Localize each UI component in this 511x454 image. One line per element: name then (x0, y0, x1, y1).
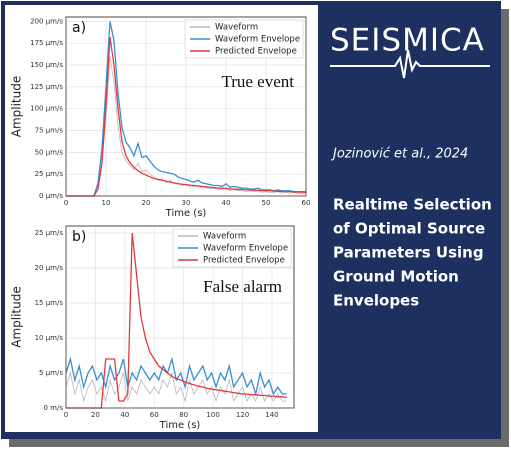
legend-label: Waveform (215, 23, 258, 33)
y-tick-label: 0 μm/s (39, 192, 63, 200)
y-tick-label: 5 μm/s (39, 369, 63, 377)
legend-label: Waveform (203, 232, 246, 242)
x-tick-label: 30 (182, 199, 191, 207)
y-tick-label: 25 μm/s (35, 229, 64, 237)
legend-label: Waveform Envelope (203, 244, 288, 254)
series-line (66, 232, 287, 409)
x-tick-label: 50 (262, 199, 271, 207)
plot-frame (65, 16, 307, 197)
y-tick-label: 150 μm/s (30, 61, 63, 69)
y-tick-label: 125 μm/s (30, 83, 63, 91)
y-tick-label: 0 m/s (43, 404, 63, 412)
title-line: Parameters Using (333, 244, 484, 262)
panel-label: a) (72, 20, 86, 36)
series-line (66, 21, 306, 197)
x-tick-label: 0 (64, 199, 68, 207)
y-tick-label: 50 μm/s (35, 148, 64, 156)
panel-label: b) (72, 229, 86, 245)
annotation: False alarm (203, 277, 282, 296)
logo-trace (330, 49, 490, 79)
citation: Jozinović et al., 2024 (330, 147, 468, 162)
plot-frame (65, 225, 295, 409)
x-tick-label: 120 (236, 411, 249, 419)
x-tick-label: 60 (150, 411, 159, 419)
x-tick-label: 10 (102, 199, 111, 207)
title-line: Envelopes (333, 292, 419, 310)
x-tick-label: 0 (64, 411, 68, 419)
title-line: of Optimal Source (333, 220, 485, 238)
y-axis-label: Amplitude (10, 76, 24, 138)
title-line: Ground Motion (333, 268, 459, 286)
y-tick-label: 100 μm/s (30, 105, 63, 113)
x-axis-label: Time (s) (165, 208, 207, 219)
y-tick-label: 75 μm/s (35, 127, 64, 135)
y-tick-label: 175 μm/s (30, 39, 63, 47)
annotation: True event (221, 72, 294, 91)
y-tick-label: 200 μm/s (30, 17, 63, 25)
y-axis-label: Amplitude (10, 286, 24, 348)
x-tick-label: 40 (120, 411, 129, 419)
y-tick-label: 15 μm/s (35, 299, 64, 307)
legend-label: Waveform Envelope (215, 35, 300, 45)
series-line (65, 356, 287, 397)
y-tick-label: 25 μm/s (35, 170, 64, 178)
x-tick-label: 20 (91, 411, 100, 419)
x-tick-label: 80 (179, 411, 188, 419)
legend-label: Predicted Envelope (215, 47, 297, 57)
x-tick-label: 140 (265, 411, 278, 419)
x-tick-label: 60 (302, 199, 311, 207)
title-line: Realtime Selection (333, 196, 492, 214)
x-tick-label: 40 (222, 199, 231, 207)
y-tick-label: 10 μm/s (35, 334, 64, 342)
y-tick-label: 20 μm/s (35, 264, 64, 272)
x-tick-label: 100 (206, 411, 219, 419)
series-line (66, 36, 307, 197)
x-axis-label: Time (s) (159, 420, 201, 431)
legend-label: Predicted Envelope (203, 256, 285, 266)
x-tick-label: 20 (142, 199, 151, 207)
